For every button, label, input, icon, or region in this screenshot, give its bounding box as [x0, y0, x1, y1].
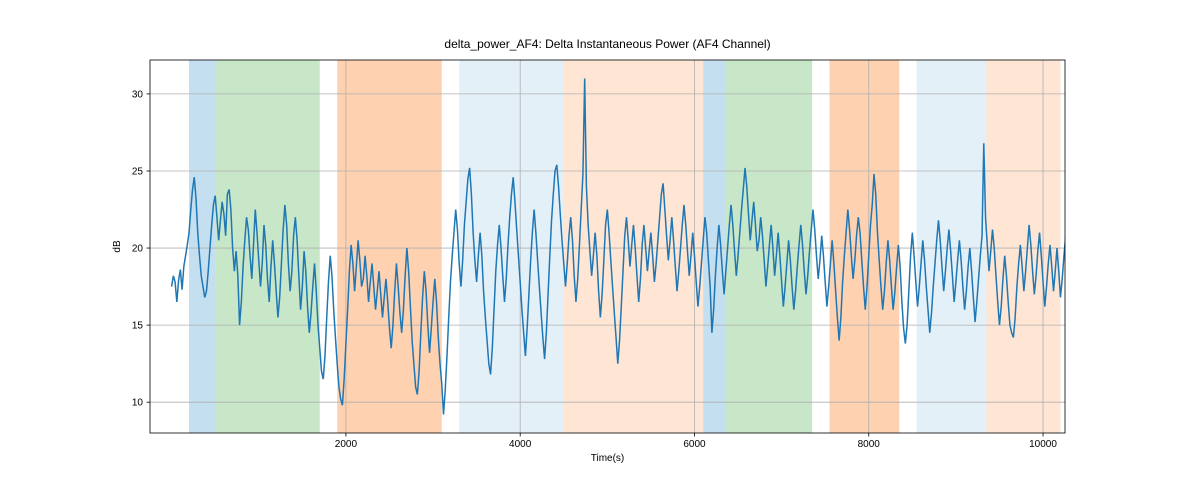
span-8	[917, 60, 987, 433]
y-tick-label: 10	[132, 398, 144, 409]
x-tick-label: 6000	[683, 439, 706, 450]
x-tick-label: 2000	[335, 439, 358, 450]
x-tick-label: 4000	[509, 439, 532, 450]
chart-container: 2000 4000 6000 8000 10000 10 15 20 25 30 Time(s) dB…	[0, 0, 1200, 500]
span-5	[703, 60, 725, 433]
y-tick-label: 20	[132, 244, 144, 255]
x-tick-label: 8000	[858, 439, 881, 450]
span-0	[189, 60, 215, 433]
x-axis-label: Time(s)	[591, 453, 625, 464]
x-tick-label: 10000	[1029, 439, 1057, 450]
y-tick-label: 15	[132, 321, 144, 332]
span-1	[215, 60, 320, 433]
chart-title: delta_power_AF4: Delta Instantaneous Pow…	[444, 37, 770, 51]
y-tick-label: 30	[132, 89, 144, 100]
y-tick-label: 25	[132, 166, 144, 177]
line-chart: 2000 4000 6000 8000 10000 10 15 20 25 30 Time(s) dB…	[0, 0, 1200, 500]
span-2	[337, 60, 442, 433]
span-3	[459, 60, 564, 433]
y-axis-label: dB	[112, 240, 123, 253]
